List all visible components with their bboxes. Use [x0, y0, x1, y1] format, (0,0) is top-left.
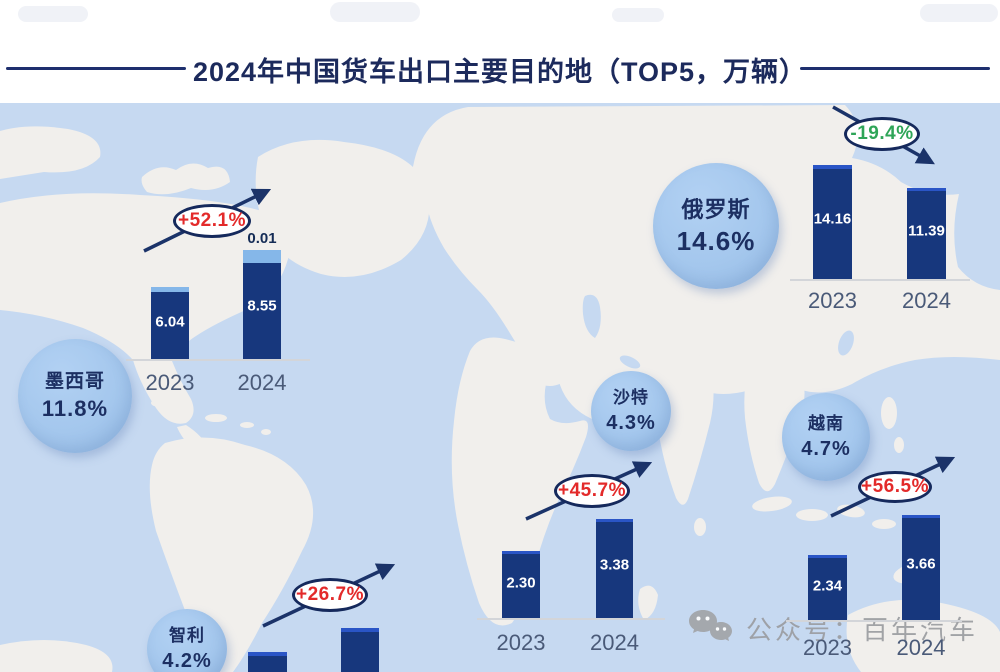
country-share: 4.7% [801, 438, 851, 460]
country-name: 智利 [169, 626, 205, 645]
bar-value: 2.30 [506, 574, 536, 592]
country-circle-chile: 智利 4.2% [147, 609, 227, 672]
map-land-philippines [881, 397, 897, 429]
bar-chile-1 [341, 632, 379, 672]
map-land-caribbean [205, 414, 227, 422]
bar-cap [243, 250, 281, 263]
map-water-caspian [582, 294, 601, 338]
year-label: 2023 [145, 370, 195, 395]
map-land-caribbean [179, 408, 193, 414]
year-label: 2023 [496, 630, 546, 655]
bar-value: 6.04 [155, 313, 185, 331]
bar-cap [907, 188, 946, 191]
header-map-ghost [330, 2, 420, 22]
bar-chile-0 [248, 656, 287, 672]
map-land-arctic-islands [141, 163, 230, 195]
wechat-icon [689, 610, 732, 641]
year-label: 2023 [803, 635, 852, 660]
map-land-africa [451, 337, 588, 626]
country-share: 4.2% [162, 650, 212, 672]
change-value: -19.4% [850, 123, 914, 144]
bar-value: 11.39 [908, 222, 945, 240]
map-water-lake [859, 387, 869, 405]
country-name: 俄罗斯 [681, 196, 751, 222]
change-badge-vietnam: +56.5% [858, 471, 932, 503]
country-share: 11.8% [41, 396, 109, 421]
map-land-caribbean [261, 429, 271, 435]
country-circle-vietnam: 越南 4.7% [782, 393, 870, 481]
bar-saudi-2023: 2.30 [502, 554, 540, 618]
bar-value: 3.38 [599, 556, 630, 574]
change-value: +26.7% [296, 584, 364, 605]
year-label: 2024 [237, 370, 287, 395]
bar-mexico-2024: 8.55 [243, 263, 281, 359]
bar-cap [248, 652, 287, 656]
header-map-ghost [612, 8, 664, 22]
change-badge-saudi: +45.7% [554, 474, 630, 508]
title-rule-right [800, 67, 990, 70]
bar-value: 8.55 [247, 297, 277, 315]
map-inland-water [582, 294, 869, 405]
axis-baseline-mexico [126, 359, 310, 361]
secondary-segment-label: 0.01 [247, 230, 277, 247]
country-name: 越南 [808, 414, 844, 433]
year-label: 2024 [590, 630, 639, 655]
map-land-java [796, 509, 828, 521]
year-label: 2024 [902, 288, 951, 313]
country-share: 14.6% [676, 225, 756, 256]
year-label: 2024 [896, 635, 946, 660]
axis-baseline-saudi [477, 618, 665, 620]
bar-value: 3.66 [906, 555, 936, 573]
bar-cap [341, 628, 379, 632]
header-map-ghost [920, 4, 998, 22]
map-water-persian-gulf [619, 355, 641, 369]
bar-vietnam-2024: 3.66 [902, 518, 940, 620]
country-circle-saudi: 沙特 4.3% [591, 371, 671, 451]
bar-vietnam-2023: 2.34 [808, 558, 847, 620]
map-land-sri-lanka [694, 518, 706, 536]
map-land-indochina [744, 351, 805, 492]
country-circle-mexico: 墨西哥 11.8% [18, 339, 132, 453]
map-land-sumatra [752, 496, 792, 512]
map-land-australia [846, 599, 1000, 672]
map-land-madagascar [638, 585, 658, 620]
change-value: +52.1% [178, 210, 246, 231]
map-land-alaska [0, 126, 101, 179]
map-land-philippines-south [894, 437, 904, 453]
axis-baseline-russia [790, 279, 970, 281]
change-badge-chile: +26.7% [292, 578, 368, 612]
country-name: 墨西哥 [44, 371, 105, 392]
bar-cap [502, 551, 540, 554]
country-share: 4.3% [606, 412, 656, 434]
bar-saudi-2024: 3.38 [596, 522, 633, 618]
header-map-ghost [18, 6, 88, 22]
year-label: 2023 [808, 288, 857, 313]
map-landmasses [0, 105, 1000, 672]
bar-value: 14.16 [813, 210, 852, 227]
bar-russia-2024: 11.39 [907, 191, 946, 279]
map-land-caribbean [151, 399, 169, 407]
axis-baseline-vietnam [786, 620, 962, 622]
country-name: 沙特 [613, 388, 649, 407]
map-land-greenland [255, 139, 430, 277]
bar-value: 2.34 [812, 577, 843, 595]
country-circle-russia: 俄罗斯 14.6% [653, 163, 779, 289]
change-badge-russia: -19.4% [844, 117, 920, 151]
bar-cap [151, 287, 189, 292]
title-rule-left [6, 67, 186, 70]
map-water-lake [838, 330, 854, 356]
change-value: +56.5% [861, 476, 929, 497]
change-value: +45.7% [558, 480, 626, 501]
map-land-sulawesi [872, 519, 896, 529]
map-land-caribbean [240, 422, 254, 428]
bar-cap [808, 555, 847, 558]
bar-cap [813, 165, 852, 169]
map-land-india [655, 350, 714, 505]
page-title: 2024年中国货车出口主要目的地（TOP5，万辆） [192, 57, 808, 87]
bar-russia-2023: 14.16 [813, 169, 852, 279]
bar-mexico-2023: 6.04 [151, 292, 189, 359]
map-land-south-tip [0, 640, 113, 672]
